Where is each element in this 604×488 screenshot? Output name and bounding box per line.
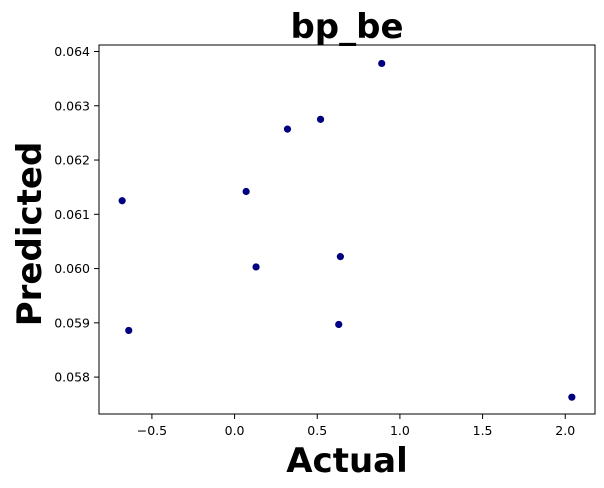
x-tick-label: 1.5 <box>473 423 493 438</box>
data-point <box>316 115 325 123</box>
y-tick-label: 0.058 <box>54 370 90 385</box>
y-tick-label: 0.062 <box>54 153 90 168</box>
data-point <box>283 125 292 133</box>
y-tick-label: 0.064 <box>54 44 90 59</box>
plot-area-frame <box>98 44 596 415</box>
data-point <box>118 197 126 205</box>
y-axis-label: Predicted <box>10 142 50 327</box>
x-tick-label: 0.5 <box>307 423 327 438</box>
y-tick-label: 0.063 <box>54 98 90 113</box>
y-tick-label: 0.061 <box>54 207 90 222</box>
data-point <box>336 253 344 261</box>
chart-title: bp_be <box>290 7 403 47</box>
data-point <box>568 393 576 401</box>
data-point <box>378 59 386 68</box>
data-points <box>118 59 576 401</box>
data-point <box>252 263 260 271</box>
y-axis-ticks: 0.058 0.059 0.060 0.061 0.062 0.063 0.064 <box>54 44 99 385</box>
y-tick-label: 0.059 <box>54 315 90 330</box>
x-tick-label: 2.0 <box>555 423 575 438</box>
data-point <box>242 187 250 196</box>
x-tick-label: −0.5 <box>137 423 167 438</box>
data-point <box>125 326 133 335</box>
x-tick-label: 0.0 <box>225 423 245 438</box>
y-tick-label: 0.060 <box>54 261 90 276</box>
x-axis-label: Actual <box>286 441 408 481</box>
x-tick-label: 1.0 <box>390 423 410 438</box>
x-axis-ticks: −0.5 0.0 0.5 1.0 1.5 2.0 <box>137 414 575 438</box>
data-point <box>335 320 343 329</box>
